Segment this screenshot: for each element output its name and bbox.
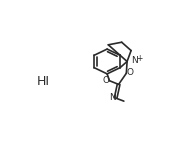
Text: HI: HI [37, 75, 50, 88]
Text: N: N [109, 93, 116, 102]
Text: O: O [103, 76, 110, 85]
Text: O: O [126, 68, 133, 77]
Text: N: N [131, 56, 138, 65]
Text: +: + [136, 54, 142, 63]
